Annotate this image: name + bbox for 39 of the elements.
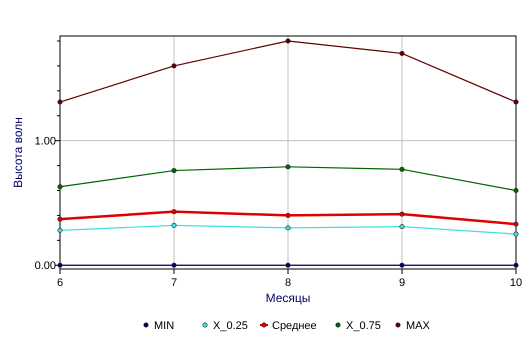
point	[514, 222, 518, 227]
legend-label: X_0.25	[213, 320, 248, 332]
legend-label: MIN	[154, 320, 174, 332]
x-tick-label: 6	[56, 277, 64, 289]
point	[58, 216, 62, 222]
point	[400, 212, 404, 217]
legend-label: MAX	[406, 320, 430, 332]
point	[400, 166, 404, 172]
point	[58, 100, 62, 105]
x-tick-label: 7	[170, 277, 178, 289]
x-axis-title: Месяцы	[266, 291, 310, 305]
point	[514, 232, 518, 237]
point	[172, 222, 176, 228]
point	[286, 212, 290, 218]
point	[172, 168, 176, 174]
point	[514, 100, 518, 105]
point	[58, 184, 62, 190]
point	[286, 225, 290, 230]
point	[172, 262, 176, 268]
point	[400, 50, 404, 56]
point	[58, 228, 62, 233]
y-tick-label: 0.00	[34, 260, 56, 272]
point	[400, 262, 404, 268]
point	[172, 209, 176, 214]
point	[514, 262, 518, 268]
x-tick-label: 9	[398, 277, 406, 289]
x-tick-label: 8	[284, 277, 292, 289]
y-axis-title: Высота волн	[11, 117, 25, 188]
legend-label: X_0.75	[346, 320, 381, 332]
point	[286, 38, 290, 44]
point	[286, 262, 290, 268]
y-tick-label: 1.00	[34, 136, 56, 148]
x-tick-label: 10	[510, 277, 522, 289]
point	[172, 63, 176, 68]
point	[58, 262, 62, 268]
point	[286, 164, 290, 170]
legend-label: Среднее	[272, 320, 317, 332]
point	[514, 188, 518, 194]
point	[400, 224, 404, 230]
